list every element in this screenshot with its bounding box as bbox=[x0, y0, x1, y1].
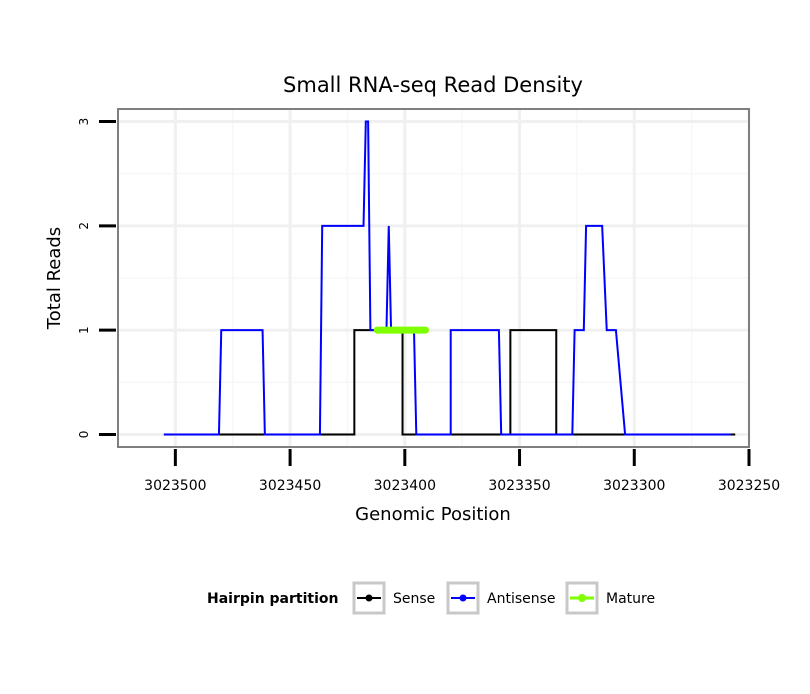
legend-item-sense: Sense bbox=[352, 581, 435, 615]
legend-dot-antisense bbox=[459, 594, 467, 602]
y-tick-label: 3 bbox=[77, 118, 91, 126]
legend-label-mature: Mature bbox=[606, 591, 655, 607]
legend-label-sense: Sense bbox=[393, 591, 435, 607]
x-tick-label: 3023400 bbox=[374, 478, 436, 494]
y-tick-label: 1 bbox=[77, 326, 91, 334]
x-tick-label: 3023250 bbox=[718, 478, 780, 494]
axes: 0 1 2 3 3023500 3023450 3023400 3023350 3023300 3… bbox=[77, 118, 780, 494]
x-tick-label: 3023450 bbox=[259, 478, 321, 494]
x-tick-label: 3023350 bbox=[488, 478, 550, 494]
chart-title: Small RNA-seq Read Density bbox=[283, 73, 583, 97]
plot-panel-border bbox=[117, 108, 750, 448]
x-tick-label: 3023300 bbox=[603, 478, 665, 494]
y-tick-label: 0 bbox=[77, 431, 91, 439]
y-tick-label: 2 bbox=[77, 222, 91, 230]
legend-item-antisense: Antisense bbox=[446, 581, 556, 615]
y-axis-label: Total Reads bbox=[44, 227, 65, 330]
legend-label-antisense: Antisense bbox=[487, 591, 556, 607]
legend-item-mature: Mature bbox=[565, 581, 655, 615]
x-axis-label: Genomic Position bbox=[355, 504, 511, 525]
grid bbox=[118, 109, 751, 447]
series-line-antisense bbox=[163, 120, 731, 436]
series-layer bbox=[163, 120, 736, 436]
x-tick-label: 3023500 bbox=[144, 478, 206, 494]
legend: Hairpin partition Sense Antisense Mature bbox=[207, 581, 655, 615]
legend-title: Hairpin partition bbox=[207, 591, 338, 607]
legend-dot-sense bbox=[365, 594, 373, 602]
legend-dot-mature bbox=[578, 594, 586, 602]
